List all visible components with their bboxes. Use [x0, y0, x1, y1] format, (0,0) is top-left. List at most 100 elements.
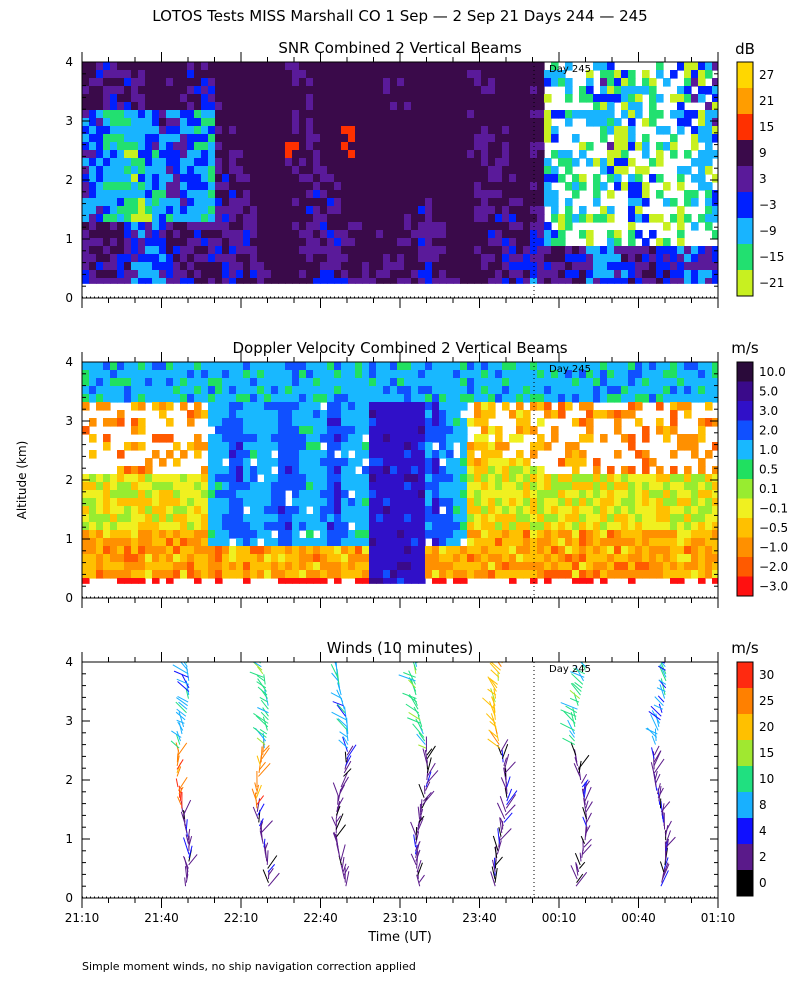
heatmap-cell: [642, 182, 650, 191]
heatmap-cell: [82, 490, 90, 499]
heatmap-cell: [411, 570, 419, 579]
heatmap-cell: [600, 94, 608, 103]
heatmap-cell: [705, 418, 713, 427]
heatmap-cell: [117, 410, 125, 419]
heatmap-cell: [481, 362, 489, 371]
heatmap-cell: [257, 270, 265, 279]
heatmap-cell: [362, 198, 370, 207]
heatmap-cell: [355, 158, 363, 167]
heatmap-cell: [621, 466, 629, 475]
heatmap-cell: [201, 270, 209, 279]
heatmap-cell: [481, 62, 489, 71]
heatmap-cell: [194, 222, 202, 231]
heatmap-cell: [684, 466, 692, 475]
heatmap-cell: [404, 426, 412, 435]
heatmap-cell: [208, 86, 216, 95]
heatmap-cell: [327, 118, 335, 127]
heatmap-cell: [453, 134, 461, 143]
heatmap-cell: [691, 450, 699, 459]
heatmap-cell: [607, 562, 615, 571]
heatmap-cell: [390, 246, 398, 255]
heatmap-cell: [642, 78, 650, 87]
heatmap-cell: [131, 554, 139, 563]
heatmap-cell: [264, 418, 272, 427]
heatmap-cell: [607, 394, 615, 403]
heatmap-cell: [299, 110, 307, 119]
heatmap-cell: [313, 506, 321, 515]
heatmap-cell: [488, 362, 496, 371]
heatmap-cell: [516, 394, 524, 403]
heatmap-cell: [278, 538, 286, 547]
wind-barb: [266, 850, 269, 865]
heatmap-cell: [509, 254, 517, 263]
wind-barb: [181, 673, 190, 689]
heatmap-cell: [173, 142, 181, 151]
heatmap-cell: [187, 498, 195, 507]
heatmap-cell: [698, 94, 706, 103]
heatmap-cell: [551, 110, 559, 119]
heatmap-cell: [474, 254, 482, 263]
heatmap-cell: [425, 410, 433, 419]
heatmap-cell: [187, 206, 195, 215]
heatmap-cell: [558, 174, 566, 183]
heatmap-cell: [334, 94, 342, 103]
heatmap-cell: [194, 142, 202, 151]
heatmap-cell: [215, 158, 223, 167]
heatmap-cell: [481, 126, 489, 135]
heatmap-cell: [292, 402, 300, 411]
heatmap-cell: [663, 222, 671, 231]
heatmap-cell: [488, 110, 496, 119]
heatmap-cell: [145, 506, 153, 515]
heatmap-cell: [705, 134, 713, 143]
heatmap-cell: [600, 86, 608, 95]
heatmap-cell: [110, 182, 118, 191]
heatmap-cell: [390, 62, 398, 71]
wind-barb: [345, 755, 352, 767]
heatmap-cell: [180, 482, 188, 491]
heatmap-cell: [369, 214, 377, 223]
heatmap-cell: [649, 394, 657, 403]
heatmap-cell: [103, 86, 111, 95]
heatmap-cell: [285, 126, 293, 135]
heatmap-cell: [138, 554, 146, 563]
heatmap-cell: [649, 378, 657, 387]
heatmap-cell: [341, 214, 349, 223]
heatmap-cell: [278, 522, 286, 531]
heatmap-cell: [124, 278, 132, 284]
wind-barb: [342, 736, 349, 752]
heatmap-cell: [467, 270, 475, 279]
heatmap-cell: [488, 206, 496, 215]
heatmap-cell: [89, 570, 97, 579]
heatmap-cell: [208, 362, 216, 371]
wind-barb: [257, 707, 269, 714]
heatmap-cell: [523, 410, 531, 419]
heatmap-cell: [411, 126, 419, 135]
heatmap-cell: [215, 198, 223, 207]
heatmap-cell: [117, 118, 125, 127]
heatmap-cell: [138, 78, 146, 87]
heatmap-cell: [516, 514, 524, 523]
heatmap-cell: [684, 278, 692, 284]
heatmap-cell: [229, 394, 237, 403]
heatmap-cell: [320, 110, 328, 119]
heatmap-cell: [236, 562, 244, 571]
heatmap-cell: [509, 506, 517, 515]
heatmap-cell: [180, 62, 188, 71]
wind-barb: [418, 874, 425, 883]
heatmap-cell: [397, 142, 405, 151]
heatmap-cell: [460, 378, 468, 387]
heatmap-cell: [145, 142, 153, 151]
heatmap-cell: [299, 230, 307, 239]
heatmap-cell: [460, 530, 468, 539]
heatmap-cell: [341, 418, 349, 427]
heatmap-cell: [285, 402, 293, 411]
heatmap-cell: [404, 102, 412, 111]
heatmap-cell: [649, 458, 657, 467]
heatmap-cell: [628, 434, 636, 443]
heatmap-cell: [236, 230, 244, 239]
heatmap-cell: [236, 70, 244, 79]
heatmap-cell: [124, 206, 132, 215]
heatmap-cell: [82, 222, 90, 231]
heatmap-cell: [628, 126, 636, 135]
